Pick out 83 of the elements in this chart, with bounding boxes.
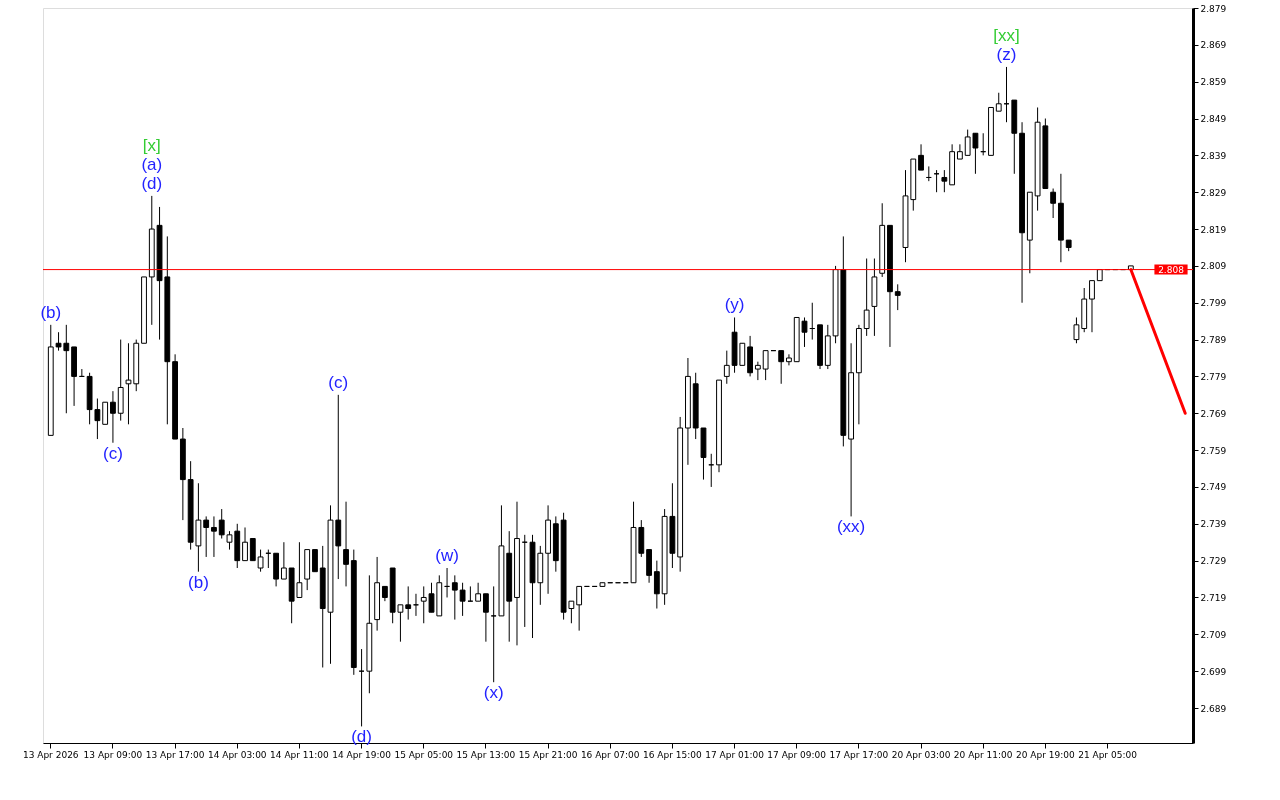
x-tick-label: 14 Apr 19:00 [332,749,392,760]
candlestick [249,538,256,562]
annotation: (a) [141,154,163,174]
x-tick-label: 21 Apr 05:00 [1078,749,1138,760]
candlestick [778,350,785,385]
candlestick [102,401,109,425]
x-tick-label: 15 Apr 05:00 [394,749,454,760]
annotation: (z) [996,44,1017,64]
annotation: (w) [435,546,459,565]
candlestick [786,353,792,366]
candlestick [343,501,349,587]
y-tick-label: 2.879 [1200,3,1227,14]
ref-line-label: 2.808 [1158,264,1185,275]
x-tick-label: 17 Apr 09:00 [767,749,827,760]
y-tick-label: 2.729 [1200,556,1227,567]
candlestick [1089,280,1095,333]
candlestick [257,549,264,573]
candlestick [490,585,497,683]
candlestick [863,258,870,337]
annotation: [xx] [993,25,1020,45]
x-tick-label: 17 Apr 01:00 [705,749,765,760]
y-tick-label: 2.829 [1200,187,1227,198]
y-tick-label: 2.819 [1200,224,1227,235]
candlestick [894,283,901,311]
y-tick-label: 2.809 [1200,261,1227,272]
y-tick-label: 2.839 [1200,150,1227,161]
y-tick-label: 2.699 [1200,666,1227,677]
x-tick-label: 14 Apr 03:00 [207,749,267,760]
x-tick-label: 17 Apr 17:00 [829,749,889,760]
x-tick-label: 20 Apr 11:00 [953,749,1013,760]
candlestick [110,390,116,444]
annotation: (d) [141,173,163,193]
y-tick-label: 2.749 [1200,482,1227,493]
candlestick [1050,188,1057,219]
candlestick [956,143,963,160]
y-tick-label: 2.759 [1200,445,1227,456]
y-tick-label: 2.849 [1200,114,1227,125]
candlestick [918,143,924,171]
annotation: (c) [328,372,349,392]
candlestick [242,526,248,562]
y-tick-label: 2.869 [1200,40,1227,51]
annotation: (c) [103,443,123,463]
candlestick [312,549,318,573]
y-tick-label: 2.779 [1200,371,1227,382]
x-tick-label: 13 Apr 09:00 [83,749,143,760]
candlestick [203,515,210,558]
y-tick-label: 2.789 [1200,335,1227,346]
x-tick-label: 15 Apr 21:00 [518,749,578,760]
y-tick-label: 2.689 [1200,703,1227,714]
annotation: (b) [188,572,209,592]
candlestick [459,582,466,617]
y-tick-label: 2.739 [1200,519,1227,530]
annotation: (xx) [836,517,866,537]
candlestick [762,350,769,381]
x-tick-label: 20 Apr 19:00 [1016,749,1075,760]
candlestick [576,585,583,632]
candlestick [475,582,482,602]
x-tick-label: 16 Apr 15:00 [643,749,702,760]
y-tick-label: 2.859 [1200,77,1227,88]
candlestick [451,574,458,621]
annotation: (b) [40,302,62,322]
y-tick-label: 2.769 [1200,408,1227,419]
y-tick-label: 2.799 [1200,298,1227,309]
annotation: (d) [351,727,372,747]
y-tick-label: 2.709 [1200,629,1227,640]
annotation: [x] [142,135,161,155]
x-tick-label: 14 Apr 11:00 [270,749,330,760]
candlestick [754,361,761,381]
candlestick [653,560,660,610]
y-tick-label: 2.719 [1200,592,1227,603]
x-tick-label: 13 Apr 2026 [22,749,79,760]
candlestick [995,92,1002,112]
x-tick-label: 13 Apr 17:00 [145,749,205,760]
candlestick [941,169,948,193]
candlestick [405,585,412,621]
candlestick [483,593,489,643]
x-tick-label: 16 Apr 07:00 [580,749,640,760]
candlestick [280,541,287,580]
x-tick-label: 15 Apr 13:00 [456,749,516,760]
x-tick-label: 20 Apr 03:00 [891,749,951,760]
annotation: (y) [724,295,745,315]
candlestick [211,515,217,558]
annotation: (x) [483,683,504,703]
